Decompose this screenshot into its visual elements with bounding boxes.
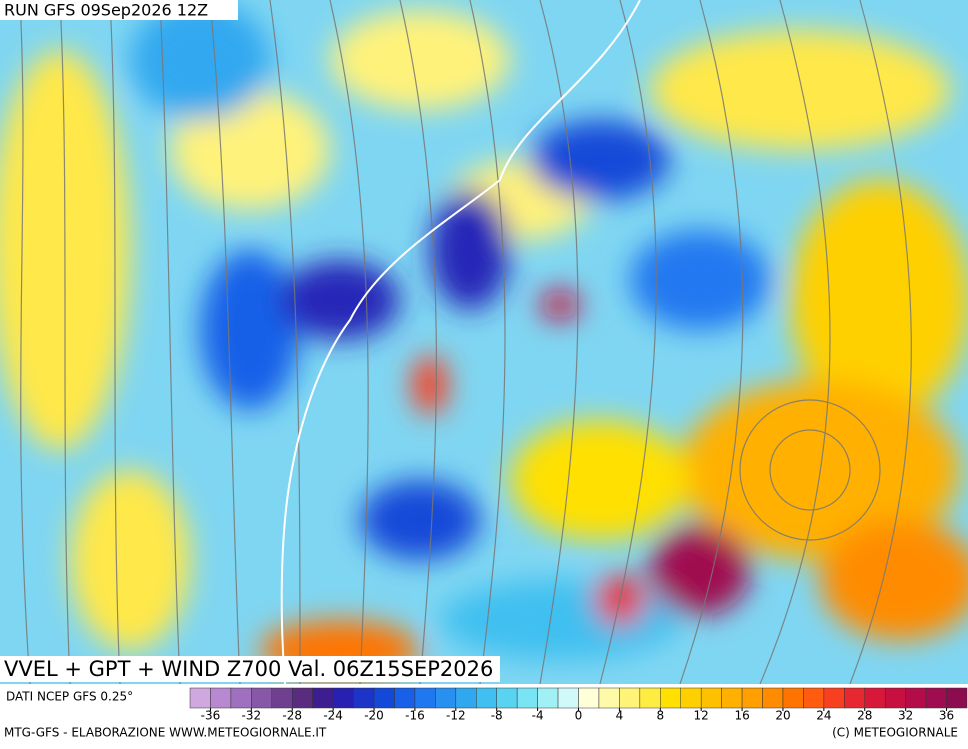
tick-label: -24 — [323, 709, 343, 723]
tick-label: -16 — [405, 709, 425, 723]
color-box — [414, 687, 436, 709]
color-box — [782, 687, 804, 709]
color-box — [741, 687, 763, 709]
map-field — [0, 0, 968, 684]
color-box — [700, 687, 722, 709]
run-label: RUN GFS 09Sep2026 12Z — [4, 1, 208, 20]
color-box — [864, 687, 886, 709]
color-box — [476, 687, 497, 709]
footer-left: MTG-GFS - ELABORAZIONE WWW.METEOGIORNALE… — [4, 726, 327, 740]
tick-label: 20 — [775, 709, 790, 723]
tick-label: -28 — [282, 709, 302, 723]
color-box — [210, 687, 232, 709]
color-box — [557, 687, 579, 709]
color-box — [455, 687, 477, 709]
source-label: DATI NCEP GFS 0.25° — [6, 690, 133, 704]
color-box — [537, 687, 559, 709]
color-box — [312, 687, 334, 709]
map-title-box — [0, 656, 500, 682]
color-box — [291, 687, 313, 709]
color-box — [435, 687, 457, 709]
color-box — [925, 687, 947, 709]
map-title: VVEL + GPT + WIND Z700 Val. 06Z15SEP2026 — [4, 657, 493, 681]
tick-label: 28 — [857, 709, 872, 723]
tick-label: 24 — [816, 709, 831, 723]
color-box — [373, 687, 395, 709]
color-box — [578, 687, 600, 709]
colorbar: -36 -32 -28 -24 -20 -16 -12 -8 -4 0 4 8 12 16 20 24 28 32… — [189, 687, 968, 723]
isoline — [280, 0, 641, 684]
color-box — [271, 687, 293, 709]
color-box — [251, 687, 273, 709]
tick-label: 12 — [694, 709, 709, 723]
tick-label: -32 — [242, 709, 262, 723]
color-box — [680, 687, 702, 709]
color-box — [844, 687, 866, 709]
tick-label: -8 — [491, 709, 503, 723]
tick-label: -12 — [446, 709, 466, 723]
tick-label: 32 — [898, 709, 913, 723]
color-box — [516, 687, 538, 709]
tick-label: 4 — [616, 709, 624, 723]
color-box — [639, 687, 661, 709]
tick-label: -4 — [532, 709, 544, 723]
color-box — [905, 687, 927, 709]
tick-label: 8 — [656, 709, 664, 723]
color-box — [496, 687, 518, 709]
color-box — [598, 687, 620, 709]
color-box — [803, 687, 825, 709]
tick-label: -20 — [364, 709, 384, 723]
run-label-box — [0, 0, 238, 20]
color-box — [332, 687, 354, 709]
color-box — [230, 687, 252, 709]
color-box — [946, 687, 968, 709]
color-box — [823, 687, 845, 709]
tick-label: 36 — [939, 709, 954, 723]
color-box — [762, 687, 784, 709]
color-box — [619, 687, 641, 709]
streamlines — [19, 0, 912, 684]
color-box — [660, 687, 681, 709]
color-box — [884, 687, 906, 709]
color-box — [721, 687, 743, 709]
tick-label: 0 — [575, 709, 583, 723]
color-box — [353, 687, 375, 709]
tick-label: 16 — [734, 709, 749, 723]
footer-right: (C) METEOGIORNALE — [832, 726, 958, 740]
color-box — [189, 687, 211, 709]
color-box — [394, 687, 416, 709]
tick-label: -36 — [201, 709, 221, 723]
